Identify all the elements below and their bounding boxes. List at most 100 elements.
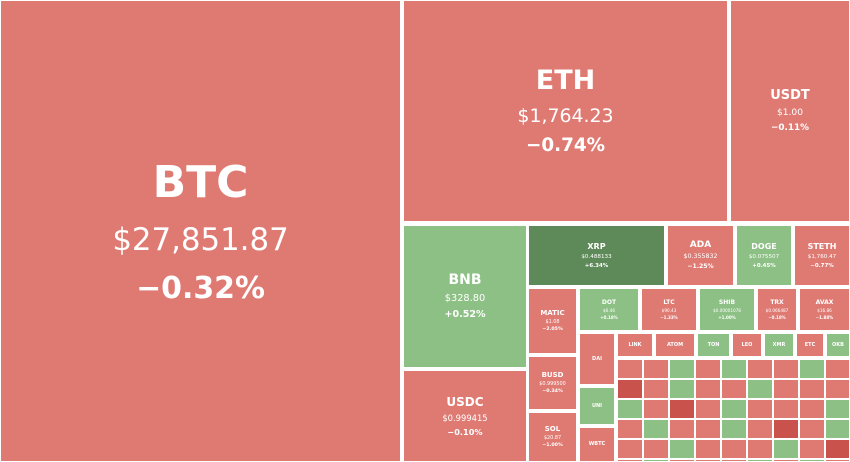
coin-change: −0.11% xyxy=(770,122,810,133)
small-tile xyxy=(617,359,643,379)
coin-change: −0.34% xyxy=(542,389,563,395)
coin-change: −1.88% xyxy=(815,314,834,320)
coin-tile[interactable]: TON xyxy=(697,333,730,357)
coin-symbol: TRX xyxy=(770,299,784,307)
coin-change: +0.18% xyxy=(600,314,618,320)
small-tile xyxy=(617,439,643,459)
small-tile xyxy=(825,439,850,459)
coin-symbol: SHIB xyxy=(718,299,736,307)
coin-symbol: STETH xyxy=(807,241,837,251)
coin-tile[interactable]: USDT $1.00 −0.11% xyxy=(730,0,850,222)
coin-tile[interactable]: BUSD $0.999500 −0.34% xyxy=(528,356,577,410)
coin-tile[interactable]: ETH $1,764.23 −0.74% xyxy=(403,0,728,222)
coin-tile[interactable]: TRX $0.066487 −0.18% xyxy=(757,288,797,331)
small-tile xyxy=(721,359,747,379)
coin-tile[interactable]: SHIB $0.00001078 +1.00% xyxy=(699,288,755,331)
coin-change: −0.10% xyxy=(447,426,483,437)
small-tile xyxy=(747,419,773,439)
small-tile xyxy=(669,419,695,439)
coin-symbol: XMR xyxy=(772,341,786,348)
coin-tile[interactable]: XMR xyxy=(764,333,794,357)
coin-tile[interactable]: DOT $6.46 +0.18% xyxy=(579,288,639,331)
coin-symbol: AVAX xyxy=(815,299,834,307)
coin-tile[interactable]: DAI xyxy=(579,333,615,385)
coin-tile[interactable]: SOL $20.87 −1.00% xyxy=(528,412,577,462)
small-tile xyxy=(721,439,747,459)
small-tile xyxy=(695,439,721,459)
coin-change: −0.77% xyxy=(810,262,834,269)
small-tile xyxy=(825,399,850,419)
coin-symbol: ATOM xyxy=(666,341,684,348)
coin-change: +0.52% xyxy=(444,308,486,320)
coin-price: $0.066487 xyxy=(765,308,789,314)
coin-price: $20.87 xyxy=(543,435,562,442)
small-tile xyxy=(643,379,669,399)
coin-price: $0.075507 xyxy=(748,253,780,260)
coin-tile[interactable]: UNI xyxy=(579,387,615,425)
coin-tile[interactable]: WBTC xyxy=(579,427,615,462)
coin-tile[interactable]: AVAX $16.86 −1.88% xyxy=(799,288,850,331)
coin-tile[interactable]: ETC xyxy=(796,333,824,357)
coin-tile[interactable]: ATOM xyxy=(655,333,695,357)
coin-symbol: LINK xyxy=(628,341,642,348)
coin-change: −1.00% xyxy=(542,443,563,449)
coin-tile[interactable]: STETH $1,760.47 −0.77% xyxy=(794,225,850,286)
coin-change: +6.34% xyxy=(584,262,609,269)
coin-price: $0.355832 xyxy=(683,253,718,261)
coin-symbol: LEO xyxy=(741,341,753,348)
coin-symbol: BNB xyxy=(448,272,482,289)
coin-tile[interactable]: ADA $0.355832 −1.25% xyxy=(667,225,734,286)
small-tile xyxy=(695,399,721,419)
small-tile xyxy=(747,359,773,379)
coin-change: +1.00% xyxy=(718,314,736,320)
coin-change: −1.33% xyxy=(660,314,678,320)
coin-tile[interactable]: LEO xyxy=(732,333,762,357)
small-tile xyxy=(799,359,825,379)
coin-symbol: BUSD xyxy=(541,370,564,379)
coin-symbol: TON xyxy=(707,341,720,348)
coin-symbol: DOGE xyxy=(751,241,777,251)
coin-tile[interactable]: LTC $90.43 −1.33% xyxy=(641,288,697,331)
coin-symbol: DOT xyxy=(601,299,617,307)
coin-price: $1,764.23 xyxy=(517,104,614,127)
coin-price: $0.999415 xyxy=(442,413,488,424)
small-tile xyxy=(617,419,643,439)
small-tile xyxy=(773,399,799,419)
coin-symbol: USDC xyxy=(446,395,484,410)
small-tile xyxy=(669,399,695,419)
small-tile xyxy=(669,359,695,379)
coin-tile[interactable]: USDC $0.999415 −0.10% xyxy=(403,370,527,462)
small-tile xyxy=(825,359,850,379)
coin-price: $0.00001078 xyxy=(713,308,741,314)
coin-change: −0.18% xyxy=(768,314,786,320)
coin-price: $16.86 xyxy=(817,308,832,314)
coin-tile[interactable]: BNB $328.80 +0.52% xyxy=(403,225,527,368)
small-tile xyxy=(799,379,825,399)
small-tile xyxy=(747,379,773,399)
small-tile xyxy=(747,439,773,459)
small-tile xyxy=(773,359,799,379)
small-tile xyxy=(773,379,799,399)
coin-tile[interactable]: OKB xyxy=(826,333,850,357)
coin-symbol: ADA xyxy=(689,239,712,250)
coin-tile[interactable]: DOGE $0.075507 +0.45% xyxy=(736,225,792,286)
coin-tile[interactable]: BTC $27,851.87 −0.32% xyxy=(0,0,401,462)
small-tile xyxy=(669,439,695,459)
small-tile xyxy=(721,419,747,439)
coin-change: +0.45% xyxy=(752,262,776,269)
small-tile xyxy=(825,419,850,439)
small-tile xyxy=(773,419,799,439)
coin-tile[interactable]: LINK xyxy=(617,333,653,357)
coin-tile[interactable]: XRP $0.488133 +6.34% xyxy=(528,225,665,286)
coin-price: $6.46 xyxy=(603,308,615,314)
coin-symbol: SOL xyxy=(544,424,561,433)
coin-change: −2.05% xyxy=(542,327,563,333)
coin-symbol: BTC xyxy=(152,156,249,208)
coin-tile[interactable]: MATIC $1.08 −2.05% xyxy=(528,288,577,354)
coin-price: $1.08 xyxy=(545,319,560,326)
coin-change: −1.25% xyxy=(687,263,714,271)
coin-symbol: DAI xyxy=(592,355,602,362)
coin-change: −0.32% xyxy=(136,271,265,307)
coin-change: −0.74% xyxy=(525,134,606,156)
